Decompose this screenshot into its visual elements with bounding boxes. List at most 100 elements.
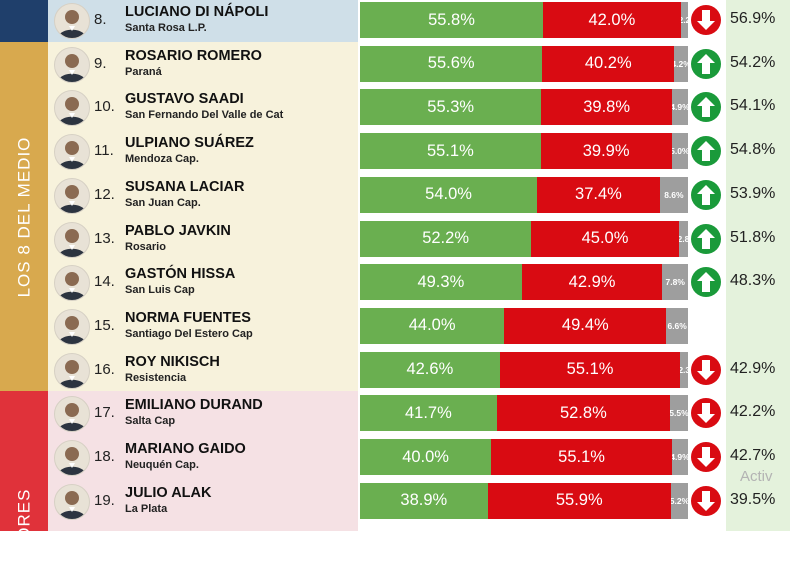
city-name: San Juan Cap.: [125, 196, 201, 209]
rank-number: 17.: [94, 404, 115, 422]
avatar: [54, 440, 90, 476]
city-name: Salta Cap: [125, 415, 176, 428]
mayor-name: NORMA FUENTES: [125, 309, 251, 326]
mayor-name: PABLO JAVKIN: [125, 222, 231, 239]
rank-number: 12.: [94, 185, 115, 203]
rank-number: 16.: [94, 360, 115, 378]
mayor-name: EMILIANO DURAND: [125, 397, 263, 414]
disapprove-bar: 37.4%: [537, 176, 660, 213]
avatar: [54, 46, 90, 83]
rank-number: 10.: [94, 98, 115, 116]
city-name: San Fernando Del Valle de Cat: [125, 109, 284, 122]
disapprove-bar: 55.1%: [491, 439, 672, 475]
avatar: [54, 134, 90, 171]
rank-number: 14.: [94, 273, 115, 291]
avatar: [54, 90, 90, 127]
disapprove-bar: 40.2%: [542, 45, 675, 82]
rank-number: 9.: [94, 54, 107, 72]
row-background: [48, 391, 358, 436]
row-background: [48, 129, 358, 173]
avatar: [54, 3, 90, 39]
approval-value: 54.1%: [730, 97, 776, 115]
undecided-bar: 5.5%: [669, 395, 688, 432]
undecided-bar: 5.2%: [670, 482, 688, 519]
rank-number: 19.: [94, 491, 115, 509]
mayor-name: SUSANA LACIAR: [125, 178, 245, 195]
undecided-bar: 2.2: [680, 2, 688, 38]
approval-column: [726, 0, 790, 531]
rank-number: 11.: [94, 142, 114, 160]
section-label: LOS 8 DEL MEDIO: [0, 42, 48, 392]
city-name: Paraná: [125, 65, 162, 78]
mayor-name: GUSTAVO SAADI: [125, 91, 244, 108]
mayor-name: MARIANO GAIDO: [125, 441, 246, 457]
disapprove-bar: 42.9%: [521, 264, 663, 301]
undecided-bar: 4.2%: [674, 45, 688, 82]
approval-value: 54.2%: [730, 53, 776, 71]
approve-bar: 49.3%: [360, 264, 522, 301]
disapprove-bar: 55.1%: [499, 351, 681, 388]
row-background: [48, 172, 358, 217]
disapprove-bar: 39.9%: [540, 133, 672, 170]
row-background: [48, 0, 358, 42]
mayor-name: JULIO ALAK: [125, 484, 212, 501]
approve-bar: 44.0%: [360, 307, 505, 344]
approve-bar: 55.8%: [360, 2, 544, 38]
approve-bar: 40.0%: [360, 439, 492, 475]
mayor-name: ULPIANO SUÁREZ: [125, 135, 254, 152]
disapprove-bar: 49.4%: [504, 307, 667, 344]
approval-value: 42.9%: [730, 359, 776, 377]
approve-bar: 41.7%: [360, 395, 497, 432]
undecided-bar: 7.8%: [662, 264, 688, 301]
arrow-up-icon: [690, 91, 722, 123]
undecided-bar: 2.8: [678, 220, 688, 257]
mayor-name: ROY NIKISCH: [125, 353, 220, 370]
row-background: [48, 260, 358, 305]
disapprove-bar: 55.9%: [487, 482, 671, 519]
row-background: [48, 85, 358, 130]
row-background: [48, 41, 358, 86]
section-band: [0, 391, 48, 531]
avatar: [54, 352, 90, 389]
section-band: [0, 0, 48, 42]
arrow-down-icon: [690, 4, 722, 36]
mayor-name: GASTÓN HISSA: [125, 266, 236, 283]
arrow-up-icon: [690, 135, 722, 167]
approval-value: 42.7%: [730, 447, 776, 464]
section-label-text: PEORES: [14, 488, 34, 565]
approve-bar: 54.0%: [360, 176, 538, 213]
arrow-up-icon: [690, 223, 722, 255]
city-name: Neuquén Cap.: [125, 459, 199, 471]
approval-value: 42.2%: [730, 403, 776, 421]
avatar: [54, 221, 90, 258]
approve-bar: 42.6%: [360, 351, 500, 388]
undecided-bar: 6.6%: [666, 307, 688, 344]
undecided-bar: 2.3: [680, 351, 688, 388]
approval-value: 54.8%: [730, 141, 776, 159]
approve-bar: 52.2%: [360, 220, 532, 257]
arrow-down-icon: [690, 354, 722, 386]
arrow-up-icon: [690, 179, 722, 211]
row-background: [48, 216, 358, 261]
city-name: Rosario: [125, 240, 166, 253]
disapprove-bar: 45.0%: [531, 220, 679, 257]
undecided-bar: 4.9%: [671, 89, 688, 126]
undecided-bar: 5.0%: [671, 133, 688, 170]
avatar: [54, 177, 90, 214]
approval-value: 39.5%: [730, 490, 776, 508]
disapprove-bar: 39.8%: [541, 89, 672, 126]
city-name: Santa Rosa L.P.: [125, 22, 207, 34]
approve-bar: 55.1%: [360, 133, 541, 170]
city-name: Santiago Del Estero Cap: [125, 327, 253, 340]
approval-value: 56.9%: [730, 10, 776, 27]
mayor-name: ROSARIO ROMERO: [125, 47, 262, 64]
section-band: [0, 41, 48, 392]
disapprove-bar: 52.8%: [496, 395, 670, 432]
watermark-text: Activ: [740, 468, 773, 485]
approval-value: 48.3%: [730, 272, 776, 290]
city-name: San Luis Cap: [125, 284, 195, 297]
city-name: Resistencia: [125, 371, 187, 384]
section-label-text: LOS 8 DEL MEDIO: [14, 136, 33, 298]
avatar: [54, 396, 90, 433]
rank-number: 8.: [94, 11, 107, 28]
